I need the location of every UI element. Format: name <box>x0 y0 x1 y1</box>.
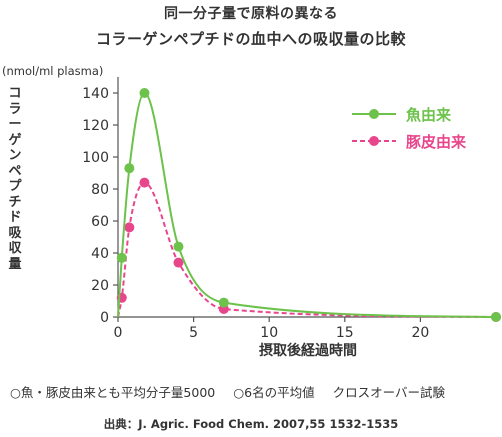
legend-label: 魚由来 <box>406 106 452 124</box>
data-point <box>139 177 150 188</box>
chart-title-line-1: 同一分子量で原料の異なる <box>164 6 338 22</box>
footnote: ○魚・豚皮由来とも平均分子量5000 ○6名の平均値 クロスオーバー試験 <box>10 382 459 401</box>
x-axis-label: 摂取後経過時間 <box>259 343 357 359</box>
y-tick-label: 0 <box>100 310 109 326</box>
y-tick-label: 140 <box>82 86 109 102</box>
data-point <box>124 222 135 233</box>
x-tick-label: 0 <box>114 325 123 341</box>
legend-marker <box>369 109 379 119</box>
footnote-item: クロスオーバー試験 <box>332 385 445 400</box>
data-point <box>173 241 184 252</box>
x-tick-label: 15 <box>336 325 354 341</box>
y-tick-label: 80 <box>91 182 109 198</box>
y-axis-label: コラーゲンペプチド吸収量 <box>8 86 22 272</box>
data-point <box>124 163 135 174</box>
x-tick-label: 20 <box>411 325 429 341</box>
data-point <box>116 252 127 263</box>
series-line-0 <box>117 91 497 318</box>
x-tick-label: 5 <box>189 325 198 341</box>
series-line-1 <box>117 181 497 318</box>
source-citation: 出典：J. Agric. Food Chem. 2007,55 1532-153… <box>103 417 399 431</box>
legend-marker <box>369 136 379 146</box>
y-tick-label: 100 <box>82 150 109 166</box>
x-tick-label: 10 <box>260 325 278 341</box>
data-point <box>173 257 184 268</box>
legend-label: 豚皮由来 <box>406 133 467 151</box>
data-point <box>491 312 501 322</box>
footnote-item: ○6名の平均値 <box>233 385 315 400</box>
y-tick-label: 20 <box>91 278 109 294</box>
data-point <box>139 88 150 98</box>
chart-title-line-2: コラーゲンペプチドの血中への吸収量の比較 <box>95 30 406 48</box>
y-tick-label: 120 <box>82 118 109 134</box>
y-tick-label: 60 <box>91 214 109 230</box>
y-axis-unit: (nmol/ml plasma) <box>2 64 104 78</box>
y-tick-label: 40 <box>91 246 109 262</box>
footnote-item: ○魚・豚皮由来とも平均分子量5000 <box>10 385 216 400</box>
data-point <box>218 297 229 308</box>
